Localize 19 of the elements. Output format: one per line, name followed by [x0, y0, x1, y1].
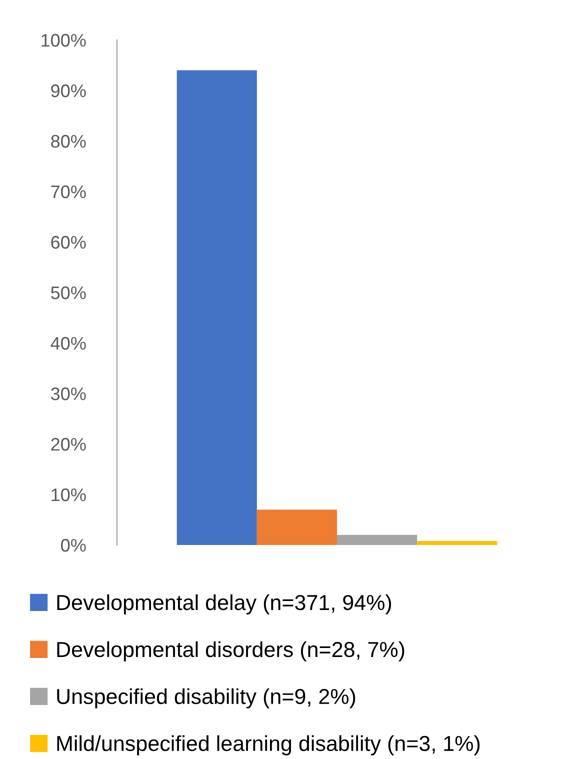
y-tick-label: 100% — [42, 34, 86, 47]
y-tick-label: 20% — [51, 438, 86, 451]
y-tick-label: 70% — [51, 185, 86, 198]
bar — [176, 70, 257, 545]
y-tick-label: 0% — [61, 538, 86, 552]
legend-label: Unspecified disability (n=9, 2%) — [57, 688, 356, 708]
bar — [337, 534, 418, 545]
y-tick-label: 60% — [51, 236, 86, 249]
bar — [256, 510, 337, 545]
y-tick-label: 90% — [51, 84, 86, 98]
bar — [417, 540, 498, 545]
legend-label: Mild/unspecified learning disability (n=3, 1%) — [57, 735, 480, 756]
y-tick-label: 50% — [51, 286, 86, 300]
y-tick-label: 80% — [51, 134, 86, 148]
legend-label: Developmental disorders (n=28, 7%) — [57, 641, 404, 662]
y-tick-label: 10% — [52, 488, 86, 502]
legend-label: Developmental delay (n=371, 94%) — [57, 594, 392, 614]
y-tick-label: 40% — [50, 336, 86, 350]
y-tick-label: 30% — [50, 387, 86, 400]
